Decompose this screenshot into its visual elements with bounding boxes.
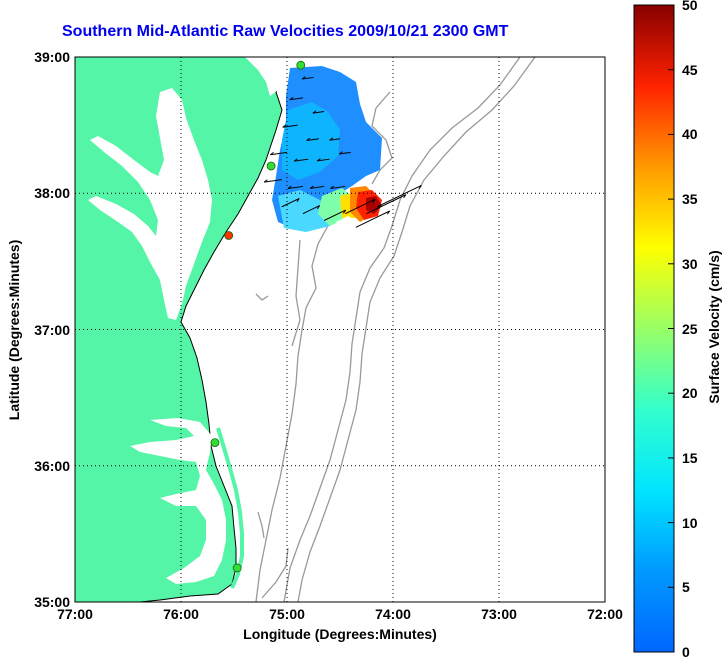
colorbar-label: Surface Velocity (cm/s) xyxy=(706,250,722,404)
colorbar xyxy=(633,4,675,653)
velocity-arrow-head xyxy=(403,194,407,199)
velocity-arrow-head xyxy=(309,185,314,189)
colorbar-tick-label: 15 xyxy=(682,449,698,466)
radar-station-marker xyxy=(210,438,220,447)
velocity-arrow xyxy=(329,138,341,141)
x-tick-label: 76:00 xyxy=(163,606,199,622)
y-tick-label: 37:00 xyxy=(34,321,70,338)
map-border xyxy=(74,56,606,603)
velocity-vectors xyxy=(263,76,422,228)
velocity-arrow-head xyxy=(289,96,294,101)
y-tick-label: 36:00 xyxy=(34,457,70,474)
colorbar-ticks xyxy=(668,4,674,653)
radar-station-marker xyxy=(232,563,242,573)
velocity-arrow-head xyxy=(316,158,321,162)
velocity-arrow xyxy=(330,185,346,190)
velocity-arrow-head xyxy=(293,158,298,162)
x-tick-label: 73:00 xyxy=(481,606,517,622)
velocity-arrow xyxy=(287,185,303,190)
velocity-arrow-head xyxy=(282,124,287,128)
radar-station-marker xyxy=(266,161,276,171)
velocity-arrow-head xyxy=(301,76,306,80)
velocity-arrow xyxy=(355,210,390,228)
pamlico-sound xyxy=(130,418,226,584)
velocity-arrow-head xyxy=(296,198,300,202)
colorbar-tick-label: 5 xyxy=(682,579,690,596)
velocity-arrow xyxy=(282,124,298,128)
velocity-arrow xyxy=(312,111,325,114)
velocity-arrow xyxy=(281,197,300,208)
velocity-arrow xyxy=(294,158,309,162)
colorbar-tick-label: 45 xyxy=(682,61,698,78)
y-axis-label: Latitude (Degrees:Minutes) xyxy=(6,239,22,421)
radar-station-marker xyxy=(224,231,234,240)
velocity-arrow xyxy=(264,179,282,183)
colorbar-tick-label: 20 xyxy=(682,385,698,402)
velocity-arrow-head xyxy=(287,185,292,189)
x-tick-label: 77:00 xyxy=(57,606,93,622)
x-tick-label: 74:00 xyxy=(375,606,411,622)
velocity-arrow xyxy=(310,185,325,189)
y-tick-label: 39:00 xyxy=(34,49,70,65)
velocity-arrow xyxy=(345,198,376,215)
colorbar-tick-label: 35 xyxy=(682,191,698,208)
colorbar-tick-label: 30 xyxy=(682,255,698,272)
bathymetry-contours xyxy=(255,57,536,602)
colorbar-tick-label: 50 xyxy=(682,0,698,13)
velocity-arrow xyxy=(270,151,288,156)
velocity-arrow xyxy=(323,209,346,221)
velocity-arrow-head xyxy=(330,185,334,189)
map-grid xyxy=(75,57,605,602)
x-tick-label: 72:00 xyxy=(587,606,623,622)
velocity-arrow xyxy=(339,151,351,155)
colorbar-tick-label: 10 xyxy=(682,514,698,531)
velocity-arrow-head xyxy=(342,209,347,214)
radar-stations xyxy=(210,60,306,573)
velocity-arrow-head xyxy=(418,185,422,190)
velocity-arrow-head xyxy=(312,110,317,114)
velocity-arrow-head xyxy=(339,151,343,155)
page-title: Southern Mid-Atlantic Raw Velocities 200… xyxy=(62,23,509,40)
velocity-arrow-head xyxy=(263,179,268,183)
velocity-coverage xyxy=(272,66,382,236)
radar-station-marker xyxy=(296,60,306,70)
velocity-arrow xyxy=(302,205,320,215)
velocity-arrow xyxy=(317,158,330,162)
colorbar-tick-label: 40 xyxy=(682,126,698,143)
velocity-arrow-head xyxy=(316,205,321,210)
velocity-arrow xyxy=(306,138,319,141)
x-tick-label: 75:00 xyxy=(269,606,305,622)
velocity-arrow-head xyxy=(329,137,334,141)
velocity-arrow-head xyxy=(270,151,274,156)
colorbar-tick-label: 25 xyxy=(682,320,698,337)
velocity-arrow xyxy=(302,76,314,80)
velocity-arrow xyxy=(376,185,422,208)
velocity-arrow xyxy=(366,194,407,215)
velocity-arrow-head xyxy=(306,137,311,141)
velocity-arrow xyxy=(289,97,303,101)
x-axis-label: Longitude (Degrees:Minutes) xyxy=(243,626,437,642)
y-tick-label: 35:00 xyxy=(34,594,70,610)
velocity-arrow-head xyxy=(372,199,376,203)
colorbar-tick-label: 0 xyxy=(682,644,690,660)
velocity-arrow-head xyxy=(386,210,391,215)
delaware-bay xyxy=(245,57,286,96)
y-tick-label: 38:00 xyxy=(34,185,70,202)
